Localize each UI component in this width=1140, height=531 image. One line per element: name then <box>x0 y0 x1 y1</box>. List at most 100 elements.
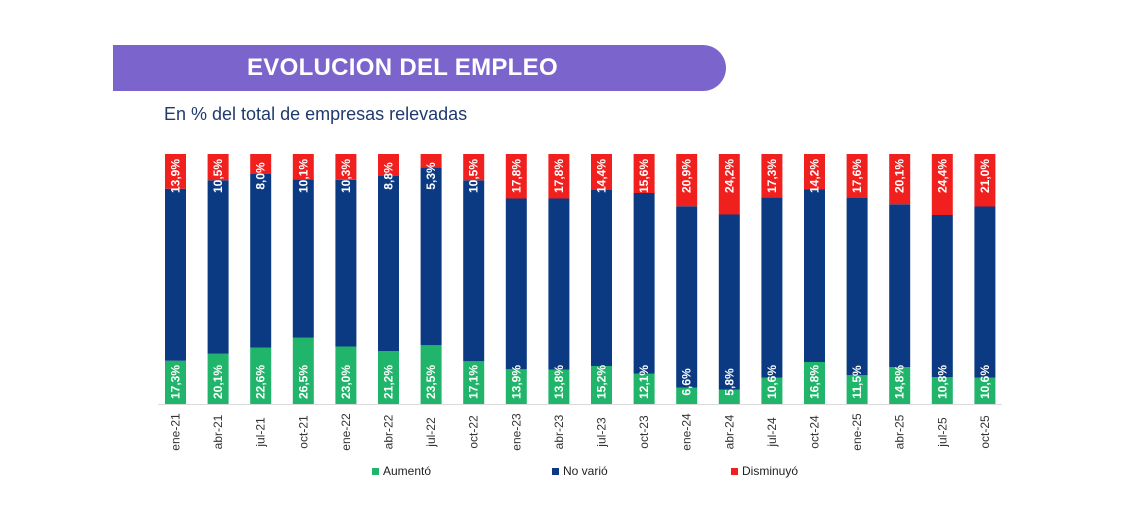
x-tick-label-oct-21: oct-21 <box>296 415 310 449</box>
bar-no-vario-jul-25 <box>931 215 953 377</box>
bar-no-vario-ene-25 <box>846 198 868 376</box>
data-label-disminuyo-abr-21: 10,5% <box>211 159 225 193</box>
data-label-disminuyo-ene-24: 20,9% <box>680 159 694 193</box>
bar-no-vario-oct-22 <box>463 180 485 362</box>
bar-no-vario-abr-22 <box>378 176 399 351</box>
bar-aumento-abr-22 <box>378 351 399 404</box>
data-label-aumento-oct-24: 16,8% <box>808 365 822 399</box>
bar-disminuyo-oct-21 <box>292 154 314 180</box>
bar-no-vario-oct-25 <box>974 206 996 378</box>
data-label-aumento-jul-24: 10,6% <box>765 365 779 399</box>
data-label-aumento-ene-25: 11,5% <box>850 365 864 399</box>
bar-no-vario-abr-21 <box>207 180 229 354</box>
bar-aumento-abr-25 <box>889 367 911 404</box>
data-label-disminuyo-oct-25: 21,0% <box>978 159 992 193</box>
legend-swatch-disminuyo <box>731 467 738 475</box>
data-label-aumento-abr-23: 13,8% <box>552 365 566 399</box>
bar-aumento-ene-21 <box>165 360 186 404</box>
legend-label-aumento: Aumentó <box>383 464 432 478</box>
x-tick-label-jul-22: jul-22 <box>424 417 438 448</box>
x-tick-label-jul-24: jul-24 <box>765 417 779 448</box>
bar-no-vario-oct-23 <box>633 193 655 374</box>
legend-item-disminuyo: Disminuyó <box>731 464 798 478</box>
bar-no-vario-jul-22 <box>420 167 442 346</box>
data-label-aumento-oct-23: 12,1% <box>637 365 651 399</box>
data-label-aumento-ene-23: 13,9% <box>509 365 523 399</box>
x-tick-label-abr-22: abr-22 <box>382 414 396 449</box>
x-tick-label-abr-23: abr-23 <box>552 414 566 449</box>
bar-aumento-jul-23 <box>591 366 612 404</box>
x-tick-label-oct-25: oct-25 <box>978 415 992 449</box>
x-tick-label-jul-21: jul-21 <box>254 417 268 448</box>
data-label-disminuyo-oct-24: 14,2% <box>808 159 822 193</box>
data-label-disminuyo-jul-23: 14,4% <box>595 159 609 193</box>
data-label-aumento-ene-24: 6,6% <box>680 368 694 396</box>
data-label-aumento-jul-25: 10,8% <box>935 365 949 399</box>
bar-disminuyo-jul-24 <box>761 154 783 198</box>
legend-swatch-aumento <box>372 467 379 475</box>
x-tick-label-oct-22: oct-22 <box>467 415 481 449</box>
bar-no-vario-jul-21 <box>250 174 272 348</box>
data-label-disminuyo-abr-23: 17,8% <box>552 159 566 193</box>
bar-aumento-ene-24 <box>676 387 698 404</box>
x-tick-label-ene-23: ene-23 <box>509 413 523 451</box>
bar-aumento-abr-23 <box>548 369 570 404</box>
bar-aumento-oct-24 <box>804 362 825 404</box>
chart-subtitle: En % del total de empresas relevadas <box>164 104 468 124</box>
data-label-disminuyo-oct-22: 10,5% <box>467 159 481 193</box>
data-label-aumento-oct-25: 10,6% <box>978 365 992 399</box>
data-label-aumento-oct-21: 26,5% <box>296 365 310 399</box>
data-label-aumento-abr-24: 5,8% <box>722 368 736 396</box>
bar-no-vario-abr-25 <box>889 204 911 367</box>
x-tick-label-oct-23: oct-23 <box>637 415 651 449</box>
data-label-aumento-jul-22: 23,5% <box>424 365 438 399</box>
data-label-aumento-abr-22: 21,2% <box>382 365 396 399</box>
bar-aumento-jul-22 <box>420 345 442 404</box>
bar-aumento-oct-22 <box>463 361 485 404</box>
bar-no-vario-ene-24 <box>676 206 698 388</box>
data-label-aumento-oct-22: 17,1% <box>467 365 481 399</box>
legend-item-aumento: Aumentó <box>372 464 431 478</box>
bar-disminuyo-abr-22 <box>378 154 399 176</box>
data-label-disminuyo-jul-22: 5,3% <box>424 162 438 190</box>
x-tick-label-abr-21: abr-21 <box>211 414 225 449</box>
data-label-disminuyo-oct-21: 10,1% <box>296 159 310 193</box>
bar-aumento-abr-21 <box>207 353 229 404</box>
x-tick-label-abr-25: abr-25 <box>893 414 907 449</box>
data-label-aumento-ene-22: 23,0% <box>339 365 353 399</box>
bar-no-vario-oct-21 <box>292 179 314 338</box>
data-label-aumento-abr-25: 14,8% <box>893 365 907 399</box>
bar-aumento-oct-23 <box>633 373 655 404</box>
bar-disminuyo-abr-21 <box>207 154 229 181</box>
x-tick-label-ene-21: ene-21 <box>169 413 183 451</box>
legend-label-disminuyo: Disminuyó <box>742 464 799 478</box>
bar-disminuyo-oct-23 <box>633 154 655 193</box>
bar-disminuyo-abr-23 <box>548 154 570 199</box>
bar-aumento-abr-24 <box>718 389 740 404</box>
data-label-disminuyo-jul-24: 17,3% <box>765 159 779 193</box>
chart-title: EVOLUCION DEL EMPLEO <box>247 54 558 81</box>
data-label-disminuyo-oct-23: 15,6% <box>637 159 651 193</box>
data-label-disminuyo-abr-24: 24,2% <box>722 159 736 193</box>
data-label-aumento-jul-21: 22,6% <box>254 365 268 399</box>
bar-disminuyo-abr-25 <box>889 154 911 205</box>
bar-disminuyo-ene-22 <box>335 154 357 180</box>
bar-disminuyo-oct-22 <box>463 154 485 181</box>
data-label-aumento-abr-21: 20,1% <box>211 365 225 399</box>
title-banner: EVOLUCION DEL EMPLEO <box>113 45 726 91</box>
x-tick-label-ene-22: ene-22 <box>339 413 353 451</box>
bar-aumento-oct-21 <box>292 337 314 404</box>
bar-disminuyo-jul-23 <box>591 154 612 190</box>
bar-disminuyo-oct-25 <box>974 154 996 207</box>
bar-disminuyo-ene-21 <box>165 154 186 189</box>
data-label-disminuyo-ene-22: 10,3% <box>339 159 353 193</box>
bar-aumento-jul-24 <box>761 377 783 404</box>
bar-no-vario-abr-24 <box>718 214 740 390</box>
bar-disminuyo-jul-22 <box>420 154 442 168</box>
data-label-disminuyo-ene-23: 17,8% <box>509 159 523 193</box>
data-label-disminuyo-abr-25: 20,1% <box>893 159 907 193</box>
bar-disminuyo-jul-21 <box>250 154 272 174</box>
legend-swatch-no-vario <box>552 467 559 475</box>
bar-no-vario-jul-23 <box>591 190 612 366</box>
bar-aumento-ene-25 <box>846 375 868 404</box>
